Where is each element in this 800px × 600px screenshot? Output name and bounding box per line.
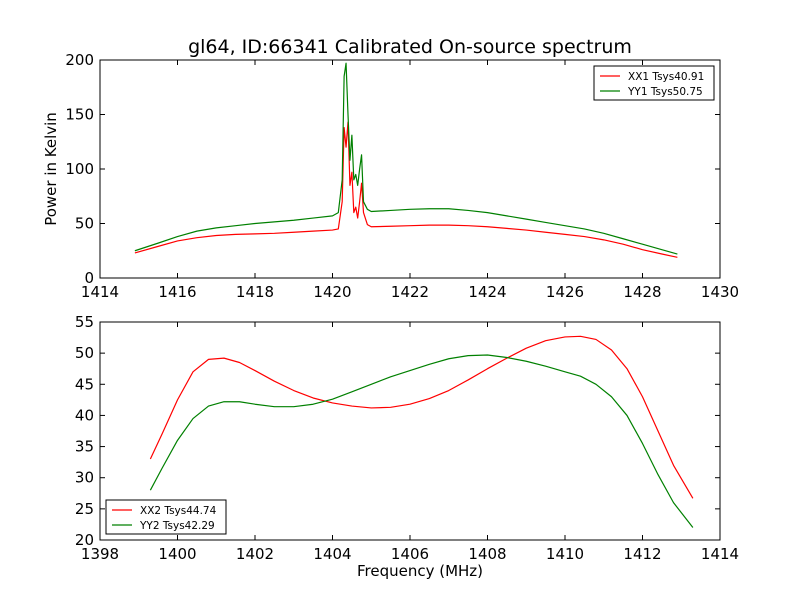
- x-tick-label: 1406: [391, 545, 429, 563]
- legend-box: [105, 499, 227, 535]
- x-tick-label: 1414: [701, 545, 739, 563]
- legend-label-2: YY2 Tsys42.29: [139, 520, 215, 532]
- y-tick-label: 200: [65, 51, 94, 69]
- x-tick-label: 1414: [81, 283, 119, 301]
- y-tick-label: 55: [75, 313, 94, 331]
- y-tick-label: 100: [65, 160, 94, 178]
- x-tick-label: 1422: [391, 283, 429, 301]
- series-line-2: [134, 62, 678, 255]
- y-tick-label: 35: [75, 438, 94, 456]
- figure-title: gl64, ID:66341 Calibrated On-source spec…: [188, 36, 632, 58]
- x-tick-label: 1430: [701, 283, 739, 301]
- x-tick-label: 1418: [236, 283, 274, 301]
- y-tick-label: 0: [84, 269, 94, 287]
- x-tick-label: 1428: [623, 283, 661, 301]
- x-tick-label: 1408: [468, 545, 506, 563]
- legend-label-1: XX1 Tsys40.91: [628, 71, 704, 83]
- y-tick-label: 40: [75, 406, 94, 424]
- legend-label-1: XX2 Tsys44.74: [140, 505, 217, 517]
- y-tick-label: 50: [75, 215, 94, 233]
- y-tick-label: 45: [75, 375, 94, 393]
- x-tick-label: 1420: [313, 283, 351, 301]
- x-axis-label: Frequency (MHz): [357, 562, 483, 580]
- series-line-2: [149, 354, 694, 528]
- y-tick-label: 150: [65, 106, 94, 124]
- x-tick-label: 1398: [81, 545, 119, 563]
- x-tick-label: 1402: [236, 545, 274, 563]
- x-tick-label: 1400: [158, 545, 196, 563]
- x-tick-label: 1410: [546, 545, 584, 563]
- x-tick-label: 1416: [158, 283, 196, 301]
- series-line-1: [149, 335, 694, 499]
- x-tick-label: 1404: [313, 545, 351, 563]
- x-tick-label: 1412: [623, 545, 661, 563]
- legend: XX1 Tsys40.91 YY1 Tsys50.75: [593, 65, 715, 101]
- y-axis-label: Power in Kelvin: [42, 112, 60, 226]
- series-line-1: [134, 121, 678, 258]
- y-tick-label: 50: [75, 344, 94, 362]
- y-tick-label: 20: [75, 531, 94, 549]
- x-tick-label: 1426: [546, 283, 584, 301]
- y-tick-label: 25: [75, 500, 94, 518]
- legend-box: [593, 65, 715, 101]
- y-tick-label: 30: [75, 469, 94, 487]
- bottom-panel: 1398 1400 1402 1404 1406 1408 1410 1412 1414 20 25…: [75, 313, 739, 580]
- x-tick-label: 1424: [468, 283, 506, 301]
- legend: XX2 Tsys44.74 YY2 Tsys42.29: [105, 499, 227, 535]
- legend-label-2: YY1 Tsys50.75: [627, 86, 703, 98]
- top-panel: 1414 1416 1418 1420 1422 1424 1426 1428 1430 0 50 1…: [42, 51, 739, 301]
